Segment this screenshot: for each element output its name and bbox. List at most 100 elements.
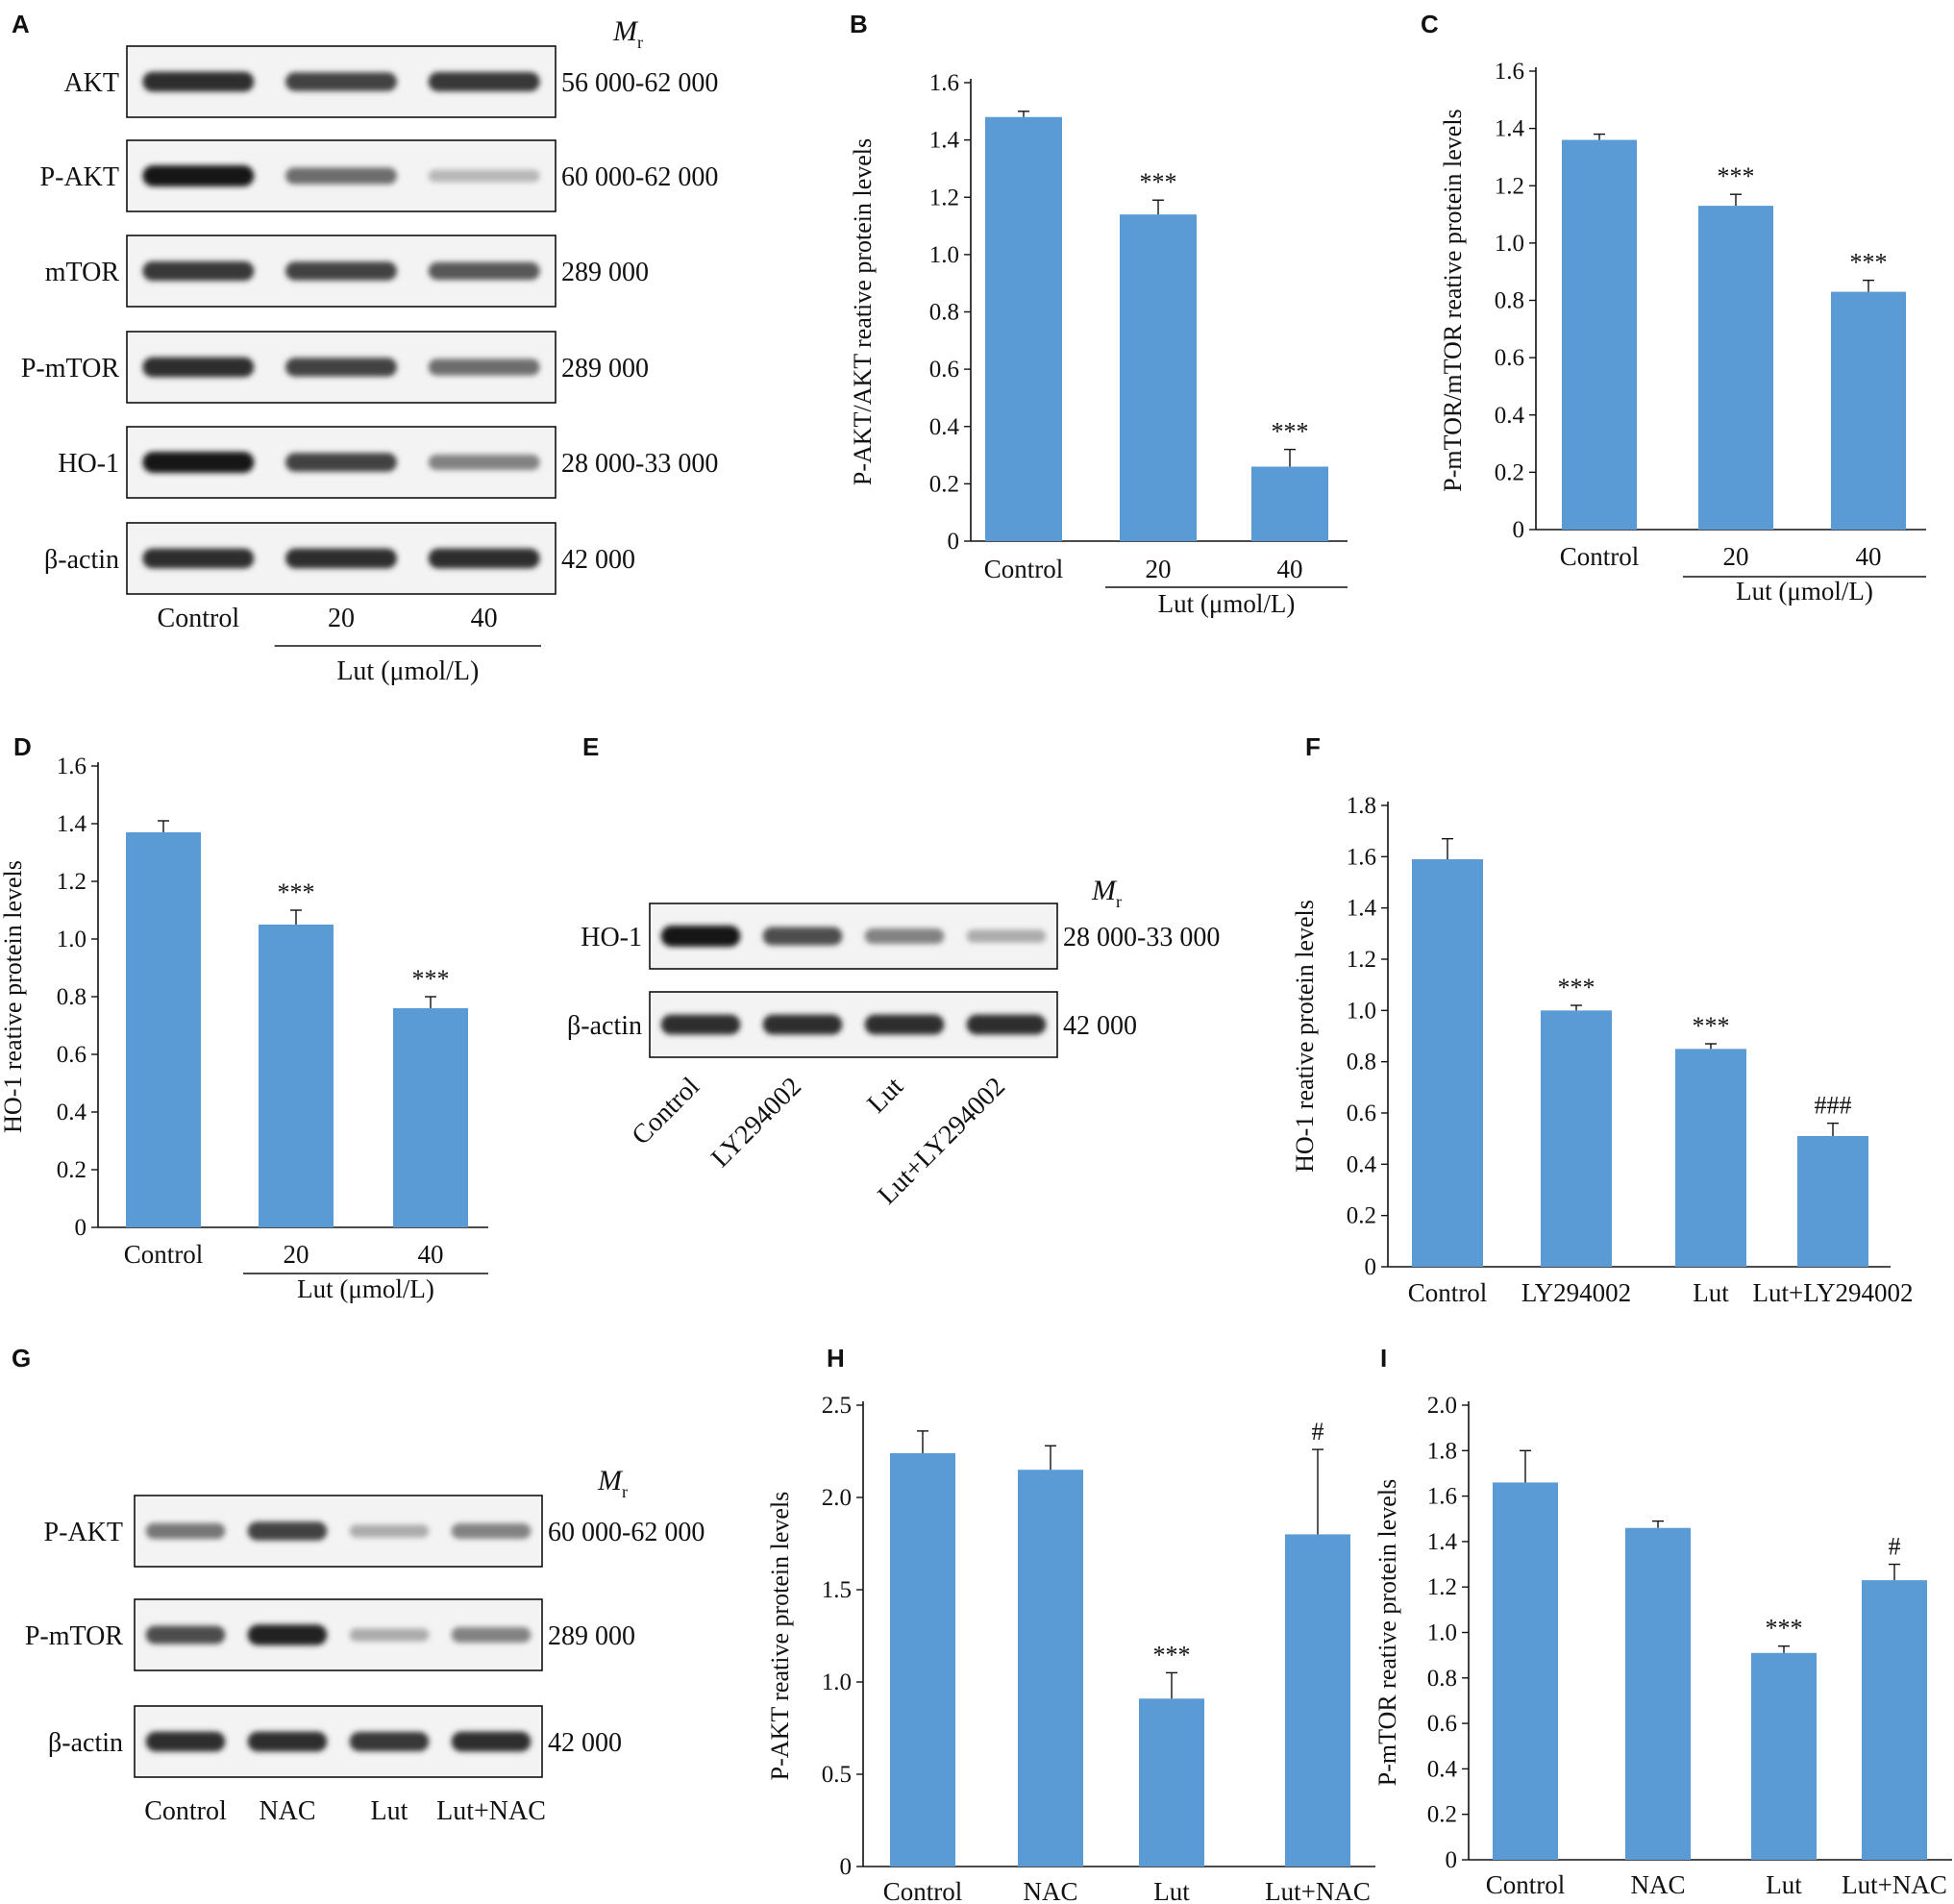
x-tick-label: 20 [284,1240,309,1269]
panel-letter-H: H [827,1344,845,1372]
lane-label: Control [627,1072,706,1151]
panel-letter-C: C [1421,10,1439,38]
bar-I-3 [1862,1580,1927,1860]
molecular-weight: 28 000-33 000 [1063,923,1220,952]
blot-row-label: β-actin [48,1728,123,1758]
panel-letter-D: D [13,732,32,761]
bar-B-1 [1120,214,1197,541]
x-tick-label: 40 [418,1240,444,1269]
x-tick-label: Lut+NAC [1265,1877,1371,1904]
protein-band [142,452,255,473]
mr-subscript: r [622,1482,628,1501]
y-axis-label: HO-1 reative protein levels [0,860,27,1133]
y-tick-label: 1.2 [1347,947,1376,973]
protein-band [247,1521,328,1541]
x-tick-label: Control [883,1877,963,1904]
blot-row-label: P-mTOR [25,1621,123,1651]
y-tick-label: 0.4 [1427,1756,1458,1782]
y-axis-label: P-mTOR reative protein levels [1373,1479,1401,1786]
panel-letter-E: E [582,732,599,761]
y-tick-label: 0 [840,1854,853,1880]
mr-letter: M [1091,875,1118,906]
significance-mark: *** [1153,1641,1191,1669]
y-tick-label: 1.6 [1495,59,1524,85]
blot-row-label: HO-1 [581,923,642,952]
y-tick-label: 2.5 [822,1393,852,1419]
protein-band [142,260,255,282]
x-tick-label: Lut+NAC [1842,1870,1947,1899]
y-tick-label: 0.4 [929,414,960,440]
lane-label: LY294002 [705,1072,807,1174]
y-tick-label: 1.0 [1347,998,1376,1024]
y-tick-label: 1.4 [57,811,87,837]
group-label: Lut (μmol/L) [1158,589,1296,618]
protein-band [349,1628,430,1642]
y-tick-label: 2.0 [822,1485,852,1511]
bar-F-2 [1675,1049,1746,1267]
bar-charts-layer: B 0 0.2 0.4 0.6 0.8 1.0 1.2 1.4 1.6 P-AKT/AKT reat… [0,10,1952,1904]
y-axis-label: P-mTOR/mTOR reative protein levels [1439,109,1467,491]
protein-band [285,358,397,377]
blot-row-label: HO-1 [58,449,119,479]
bar-C-1 [1698,206,1773,530]
y-tick-label: 1.4 [1427,1529,1458,1555]
protein-band [451,1627,532,1643]
bar-I-0 [1493,1482,1558,1860]
bar-F-1 [1541,1010,1612,1267]
blot-row-label: P-mTOR [21,354,119,383]
protein-band [864,1014,945,1035]
significance-mark: *** [1558,974,1595,1001]
protein-band [145,1731,226,1752]
significance-mark: ### [1815,1092,1852,1120]
bar-D-1 [259,925,334,1227]
bar-H-3 [1285,1534,1350,1867]
blot-panel-G: G Mr P-AKT 60 000-62 000 P-mTOR 289 000 β-acti… [12,1344,705,1826]
blot-row-label: β-actin [44,545,119,575]
y-tick-label: 1.6 [1427,1484,1457,1510]
y-tick-label: 0.8 [1347,1050,1376,1076]
protein-band [966,929,1047,943]
x-tick-label: Control [1486,1870,1566,1899]
bar-H-1 [1018,1470,1083,1867]
significance-mark: # [1889,1533,1901,1561]
significance-mark: *** [1272,418,1309,446]
lane-label: Control [158,604,240,633]
y-tick-label: 0.2 [1495,459,1524,485]
protein-band [285,167,397,185]
lane-label: Control [144,1796,227,1826]
molecular-weight: 56 000-62 000 [561,68,718,98]
significance-mark: *** [412,965,450,993]
group-label: Lut (μmol/L) [1736,577,1873,606]
western-blots-layer: A Mr AKT 56 000-62 000 P-AKT 60 000-62 000 mTO… [12,10,1220,1826]
y-tick-label: 1.2 [57,869,87,895]
y-tick-label: 0.6 [1495,345,1524,371]
x-tick-label: Control [1560,542,1640,571]
molecular-weight: 28 000-33 000 [561,449,718,479]
y-tick-label: 0.6 [929,357,959,383]
chart-I: I 0 0.2 0.4 0.6 0.8 1.0 1.2 1.4 1.6 1.8 2.0 P-mTOR r… [1373,1344,1952,1899]
molecular-weight: 42 000 [548,1728,622,1758]
protein-band [145,1522,226,1540]
bar-I-2 [1751,1652,1817,1860]
y-tick-label: 1.8 [1427,1438,1457,1464]
mr-subscript: r [637,33,643,52]
x-tick-label: NAC [1630,1870,1685,1899]
panel-letter-G: G [12,1344,31,1372]
protein-band [145,1625,226,1644]
y-tick-label: 0.6 [1427,1711,1457,1737]
protein-band [428,455,540,470]
chart-F: F 0 0.2 0.4 0.6 0.8 1.0 1.2 1.4 1.6 1.8 HO-1 reativ… [1291,732,1914,1307]
y-tick-label: 0 [1365,1254,1377,1280]
protein-band [762,1014,843,1035]
chart-B: B 0 0.2 0.4 0.6 0.8 1.0 1.2 1.4 1.6 P-AKT/AKT reat… [849,10,1348,618]
significance-mark: *** [1140,168,1177,196]
x-tick-label: Lut+LY294002 [1752,1278,1913,1307]
y-tick-label: 0.8 [929,300,959,326]
lane-label: NAC [259,1796,315,1826]
y-tick-label: 0.4 [57,1100,87,1125]
y-tick-label: 1.4 [1495,116,1525,142]
y-tick-label: 1.6 [1347,844,1376,870]
y-tick-label: 0.2 [929,471,959,497]
y-tick-label: 1.6 [57,754,87,779]
